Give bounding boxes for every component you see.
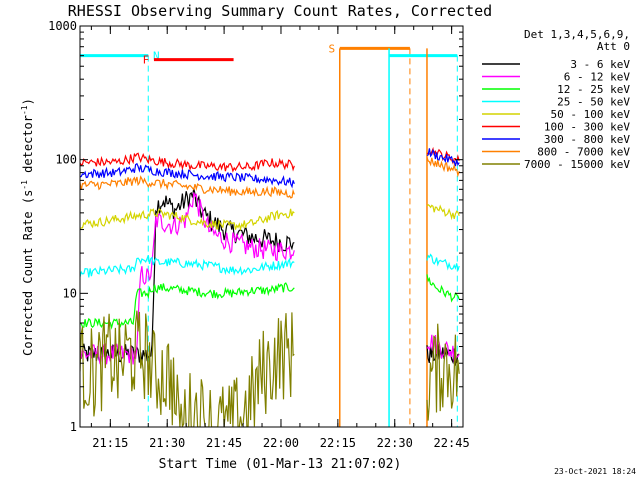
series-line xyxy=(80,255,295,278)
series-line xyxy=(426,334,460,363)
x-tick-label: 22:15 xyxy=(320,436,356,450)
x-tick-label: 21:30 xyxy=(149,436,185,450)
interval-label: N xyxy=(153,50,160,63)
legend-entry: 25 - 50 keV xyxy=(557,96,630,109)
legend-header-line1: Det 1,3,4,5,6,9, xyxy=(524,28,630,41)
x-axis-ticks: 21:15 21:30 21:45 22:00 22:15 22:30 22:45 xyxy=(90,26,470,450)
x-tick-label: 21:15 xyxy=(92,436,128,450)
y-axis-label-main: Corrected Count Rate (s xyxy=(21,190,35,356)
y-axis-ticks: 1 10 100 1000 xyxy=(48,19,463,434)
x-tick-label: 22:45 xyxy=(434,436,470,450)
series-line xyxy=(426,146,460,165)
y-tick-label: 100 xyxy=(55,153,77,167)
series-line xyxy=(426,204,460,221)
series-line xyxy=(426,323,460,421)
series-line xyxy=(80,162,295,189)
series-line xyxy=(80,310,295,427)
series-lines xyxy=(80,146,460,427)
y-tick-label: 10 xyxy=(63,286,77,300)
legend-entry: 3 - 6 keV xyxy=(570,58,630,71)
plot-area: NF S xyxy=(80,42,460,427)
series-line xyxy=(426,157,460,178)
legend-entry: 300 - 800 keV xyxy=(544,133,630,146)
legend-entry: 6 - 12 keV xyxy=(564,71,631,84)
y-axis-label-sup1: -1 xyxy=(20,180,29,190)
series-line xyxy=(80,175,295,199)
series-line xyxy=(426,274,460,303)
interval-label: F xyxy=(143,54,150,67)
y-axis-label-sup2: -1 xyxy=(20,105,29,115)
legend-entry: 12 - 25 keV xyxy=(557,83,630,96)
observing-intervals: NF S xyxy=(80,42,458,427)
y-axis-label-end: ) xyxy=(21,98,35,105)
series-line xyxy=(80,152,295,173)
x-tick-label: 21:45 xyxy=(206,436,242,450)
timestamp: 23-Oct-2021 18:24 xyxy=(554,467,636,476)
series-line xyxy=(426,148,460,167)
y-axis-label-mid: detector xyxy=(21,115,35,180)
legend-entry: 800 - 7000 keV xyxy=(537,146,630,159)
axes xyxy=(79,25,464,428)
series-line xyxy=(80,208,295,232)
x-tick-label: 22:00 xyxy=(263,436,299,450)
series-line xyxy=(80,282,295,330)
interval-label: S xyxy=(328,42,335,55)
legend-entry: 50 - 100 keV xyxy=(551,108,631,121)
x-tick-label: 22:30 xyxy=(377,436,413,450)
y-tick-label: 1000 xyxy=(48,19,77,33)
x-axis-label: Start Time (01-Mar-13 21:07:02) xyxy=(159,457,402,472)
legend-entry: 100 - 300 keV xyxy=(544,121,630,134)
y-axis-label: Corrected Count Rate (s-1 detector-1) xyxy=(20,98,35,356)
legend-header-line2: Att 0 xyxy=(597,40,630,53)
series-line xyxy=(426,253,460,271)
y-tick-label: 1 xyxy=(70,420,77,434)
chart-title: RHESSI Observing Summary Count Rates, Co… xyxy=(68,2,492,20)
legend-entry: 7000 - 15000 keV xyxy=(524,158,630,171)
plot-frame xyxy=(79,25,464,428)
